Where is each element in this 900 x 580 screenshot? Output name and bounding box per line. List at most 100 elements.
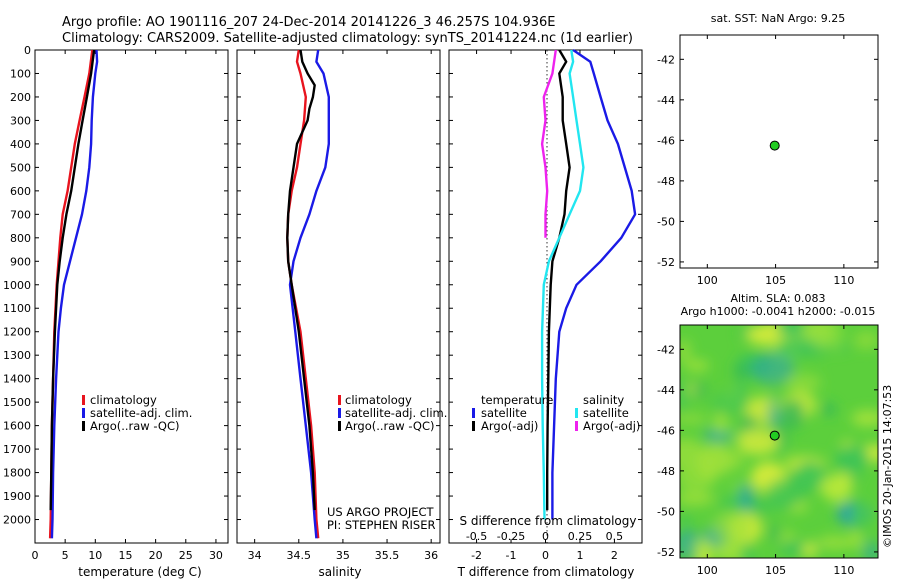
salinity-legend-climatology: climatology — [345, 393, 412, 407]
salinity-legend: climatology satellite-adj. clim. Argo(..… — [338, 393, 447, 433]
salinity-series-line-1 — [288, 49, 330, 539]
legend-swatch-black — [472, 421, 475, 431]
difference-xtick2-label: 0 — [542, 530, 549, 543]
salinity-panel: 34 34.5 35 35.5 36 salinity climatology sate… — [236, 49, 447, 579]
sla-texture-cell — [766, 495, 795, 512]
temperature-panel: 0100200300400500600700800900100011001200… — [3, 44, 229, 579]
temperature-xtick-label: 25 — [179, 549, 193, 562]
legend-salinity-argo: Argo(-adj) — [583, 419, 640, 433]
sla-texture-cell — [740, 540, 755, 558]
sla-texture-cell — [738, 483, 754, 512]
salinity-legend-argo: Argo(..raw -QC) — [345, 419, 435, 433]
sst-map-ytick-label: -42 — [657, 53, 675, 66]
depth-tick-label: 1100 — [3, 302, 31, 315]
sla-texture-cell — [680, 379, 691, 412]
salinity-series-line-2 — [286, 49, 316, 511]
difference-xtick-label: -2 — [471, 549, 482, 562]
temperature-series-line-1 — [50, 49, 99, 539]
difference-xlabel-salinity: S difference from climatology — [460, 514, 637, 528]
sla-texture-cell — [711, 511, 753, 545]
legend-swatch-black — [338, 421, 341, 431]
temperature-xtick-label: 30 — [209, 549, 223, 562]
difference-xtick2-label: 0.5 — [606, 530, 624, 543]
sla-texture-cell — [862, 540, 878, 558]
sst-map-xtick-label: 105 — [765, 274, 786, 287]
sla-texture-cell — [848, 529, 864, 549]
depth-tick-label: 1800 — [3, 467, 31, 480]
temperature-legend-climatology: climatology — [90, 393, 157, 407]
sla-texture-cell — [731, 450, 746, 471]
depth-tick-label: 1200 — [3, 326, 31, 339]
difference-xtick-label: 1 — [576, 549, 583, 562]
legend-swatch-blue — [82, 408, 85, 418]
altimetry-map-ytick-label: -42 — [657, 343, 675, 356]
sla-texture-cell — [692, 381, 707, 399]
depth-tick-label: 300 — [10, 114, 31, 127]
difference-xlabel-temperature: T difference from climatology — [457, 565, 635, 579]
altimetry-map-panel: Altim. SLA: 0.083 Argo h1000: -0.0041 h2… — [657, 292, 879, 577]
legend-temperature-argo: Argo(-adj) — [481, 419, 538, 433]
argo-location-marker — [769, 430, 780, 441]
difference-series-line-2 — [540, 49, 585, 520]
depth-tick-label: 600 — [10, 185, 31, 198]
depth-tick-label: 800 — [10, 232, 31, 245]
depth-tick-label: 200 — [10, 91, 31, 104]
temperature-xtick-label: 0 — [32, 549, 39, 562]
difference-xtick-label: 0 — [542, 549, 549, 562]
sla-texture-cell — [680, 490, 715, 506]
project-annotation: US ARGO PROJECT — [327, 505, 435, 519]
sst-map-ytick-label: -52 — [657, 256, 675, 269]
sla-texture-cell — [853, 330, 878, 350]
sla-texture-cell — [816, 535, 852, 550]
legend-swatch-red — [82, 395, 85, 405]
difference-series-line-0 — [551, 49, 637, 520]
depth-tick-label: 700 — [10, 208, 31, 221]
sla-texture-cell — [714, 421, 736, 433]
sst-map-xtick-label: 110 — [833, 274, 854, 287]
temperature-legend: climatology satellite-adj. clim. Argo(..… — [82, 393, 192, 433]
altimetry-map-xtick-label: 110 — [833, 564, 854, 577]
sla-texture-cell — [776, 325, 808, 337]
salinity-legend-satellite: satellite-adj. clim. — [345, 406, 447, 420]
sla-texture-cell — [802, 541, 817, 558]
salinity-xtick-label: 35.5 — [375, 549, 400, 562]
sla-texture-cell — [785, 373, 822, 391]
altimetry-map-ytick-label: -46 — [657, 424, 675, 437]
salinity-xtick-label: 34 — [248, 549, 262, 562]
sla-texture-cell — [851, 410, 878, 427]
sla-texture-cell — [829, 325, 844, 352]
legend-group-salinity: salinity — [583, 393, 624, 407]
salinity-xtick-label: 36 — [424, 549, 438, 562]
difference-legend: temperature salinity satellite Argo(-adj… — [472, 393, 640, 433]
legend-swatch-blue — [472, 408, 475, 418]
sla-texture-cell — [732, 365, 751, 379]
pi-annotation: PI: STEPHEN RISER — [327, 518, 436, 532]
altimetry-map-frame — [679, 324, 879, 559]
difference-panel: -2 -1 0 1 2 -0.5 -0.25 0 0.25 0.5 T difference f… — [448, 49, 643, 579]
sla-texture-cell — [736, 427, 780, 456]
difference-xtick-label: 2 — [611, 549, 618, 562]
temperature-xtick-label: 20 — [149, 549, 163, 562]
legend-temperature-satellite: satellite — [481, 406, 527, 420]
altimetry-subtitle: Argo h1000: -0.0041 h2000: -0.015 — [681, 305, 876, 318]
altimetry-map-ytick-label: -44 — [657, 384, 675, 397]
legend-swatch-magenta — [575, 421, 578, 431]
depth-tick-label: 1000 — [3, 279, 31, 292]
depth-tick-label: 1400 — [3, 373, 31, 386]
depth-tick-label: 1500 — [3, 396, 31, 409]
salinity-xtick-label: 34.5 — [287, 549, 312, 562]
depth-tick-label: 100 — [10, 67, 31, 80]
altimetry-title: Altim. SLA: 0.083 — [730, 292, 825, 305]
difference-xtick-label: -1 — [506, 549, 517, 562]
depth-tick-label: 1600 — [3, 420, 31, 433]
sla-texture-cell — [710, 390, 750, 417]
depth-tick-label: 400 — [10, 138, 31, 151]
salinity-xlabel: salinity — [318, 565, 361, 579]
depth-tick-label: 900 — [10, 255, 31, 268]
depth-tick-label: 2000 — [3, 514, 31, 527]
salinity-xtick-label: 35 — [336, 549, 350, 562]
sla-texture-cell — [819, 475, 852, 499]
altimetry-map-ytick-label: -50 — [657, 505, 675, 518]
